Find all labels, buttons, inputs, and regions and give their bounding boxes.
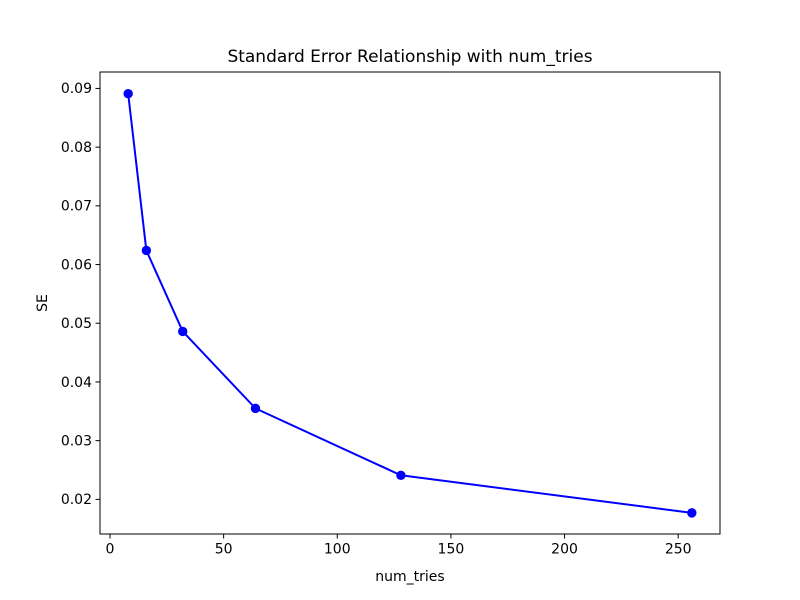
y-tick-label: 0.08 [61,140,92,156]
x-tick-label: 250 [665,542,692,558]
y-tick-label: 0.04 [61,375,92,391]
y-axis-label: SE [35,294,51,312]
x-axis-label: num_tries [375,569,444,585]
data-point [687,508,697,518]
y-tick-label: 0.07 [61,199,92,215]
data-point [178,326,188,337]
plot-frame [99,71,721,535]
y-tick-label: 0.09 [61,81,92,97]
y-tick-label: 0.06 [61,257,92,273]
y-tick-label: 0.05 [61,316,92,332]
data-point [250,403,261,414]
y-tick-label: 0.03 [61,433,92,449]
plot-background [100,72,720,534]
y-tick-label: 0.02 [61,492,92,508]
plot-area: 0 50 100 150 200 250 0.02 0.03 0.04 0.05 0.06 0.07 0… [61,71,721,558]
x-tick-label: 0 [106,542,115,558]
series-line [127,93,692,514]
data-point [396,470,406,480]
x-tick-label: 50 [215,542,233,558]
x-tick-label: 150 [438,542,465,558]
x-tick-label: 200 [551,542,578,558]
x-tick-label: 100 [324,542,351,558]
data-point [123,89,133,99]
data-point [141,245,152,256]
chart-title: Standard Error Relationship with num_tri… [227,47,592,67]
